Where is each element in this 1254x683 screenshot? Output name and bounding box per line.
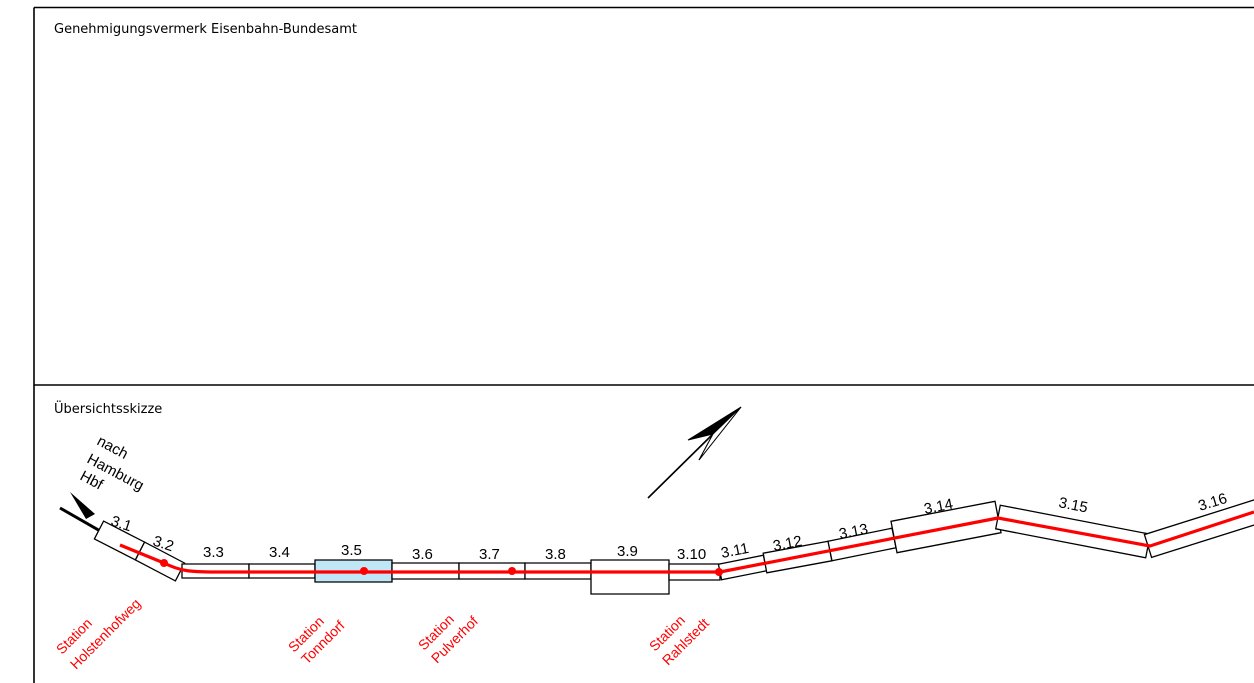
segment-label-3-1: 3.1 bbox=[109, 513, 134, 536]
segment-box-3-9 bbox=[590, 559, 670, 595]
segment-label-3-5: 3.5 bbox=[341, 542, 362, 559]
segment-label-3-2: 3.2 bbox=[151, 533, 176, 556]
segment-label-3-14: 3.14 bbox=[923, 496, 955, 518]
segment-boxes: 3.1 3.2 3.3 3.4 3.5 3.6 3.7 3.8 3.9 3.10 3.11 3.12 3… bbox=[93, 490, 1254, 595]
segment-label-3-15: 3.15 bbox=[1057, 494, 1089, 516]
direction-label: nach Hamburg Hbf bbox=[77, 433, 146, 495]
station-dot-holstenhofweg bbox=[160, 559, 168, 567]
segment-label-3-4: 3.4 bbox=[269, 544, 290, 561]
segment-label-3-7: 3.7 bbox=[479, 546, 500, 563]
segment-label-3-11: 3.11 bbox=[720, 540, 751, 562]
north-arrow-icon bbox=[647, 406, 742, 499]
segment-label-3-13: 3.13 bbox=[838, 521, 870, 543]
segment-label-3-12: 3.12 bbox=[772, 533, 804, 555]
segment-label-3-3: 3.3 bbox=[203, 544, 224, 561]
station-dot-rahlstedt bbox=[715, 568, 723, 576]
approval-title: Genehmigungsvermerk Eisenbahn-Bundesamt bbox=[54, 22, 357, 37]
overview-title: Übersichtsskizze bbox=[54, 400, 162, 417]
segment-label-3-9: 3.9 bbox=[617, 543, 638, 560]
station-dot-pulverhof bbox=[508, 567, 516, 575]
segment-label-3-8: 3.8 bbox=[545, 546, 566, 563]
segment-label-3-10: 3.10 bbox=[677, 546, 706, 563]
station-dot-tonndorf bbox=[360, 567, 368, 575]
segment-label-3-6: 3.6 bbox=[412, 546, 433, 563]
